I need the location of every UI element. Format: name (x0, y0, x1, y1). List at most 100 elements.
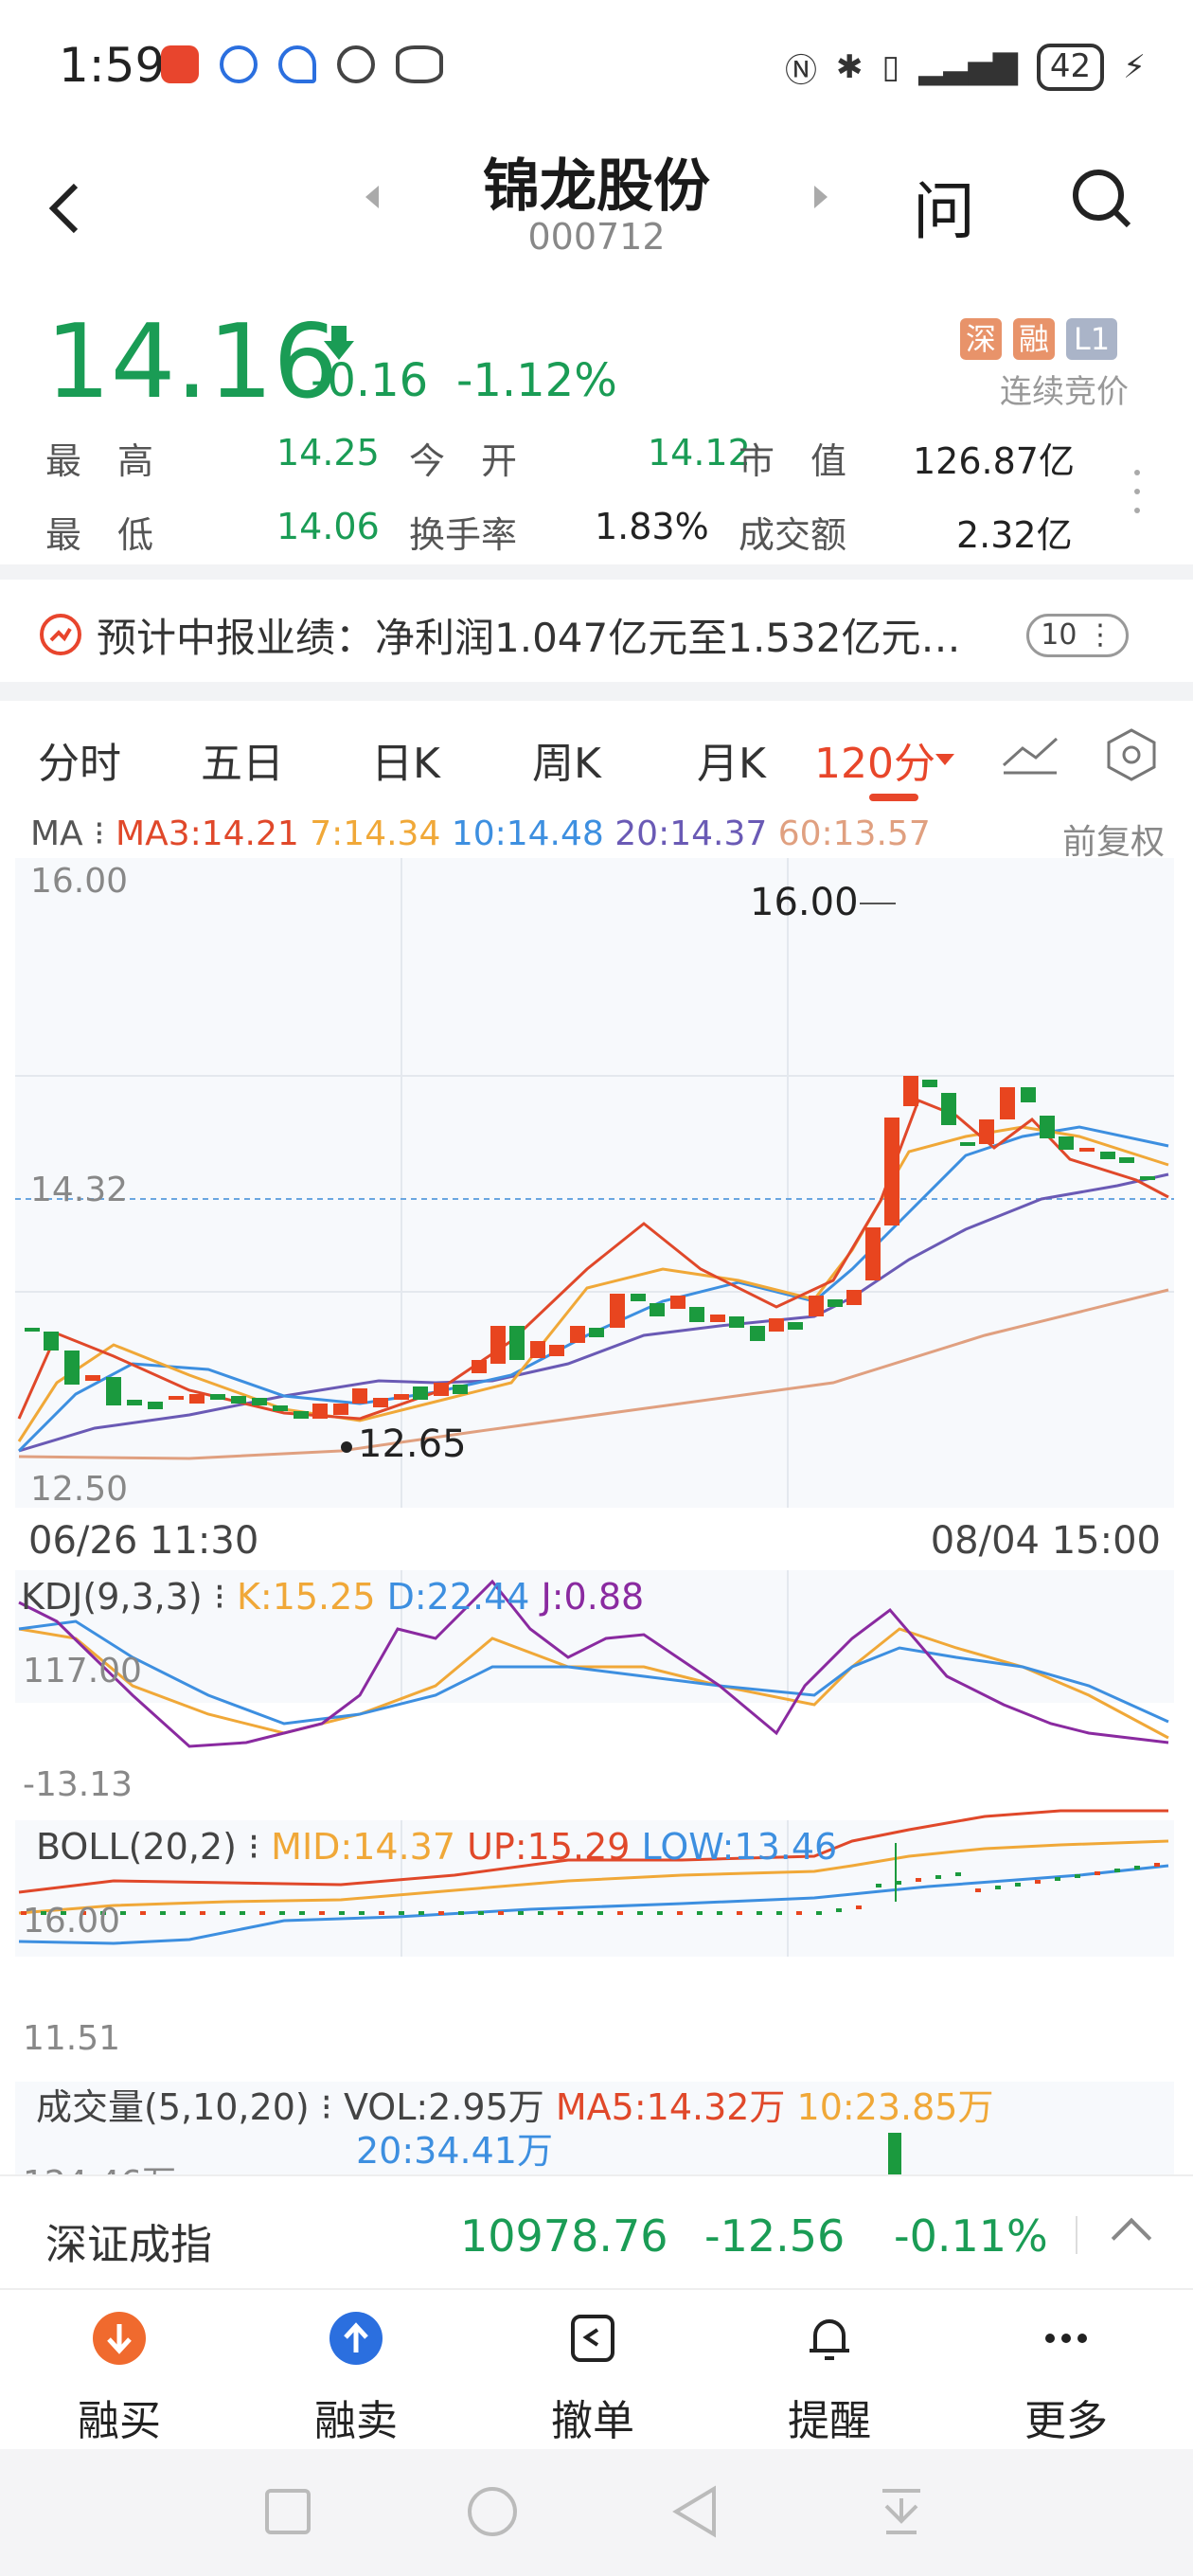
boll-candle (657, 1911, 663, 1915)
boll-candle (1095, 1871, 1100, 1875)
candle-body (1079, 1148, 1095, 1152)
sell-button[interactable]: 融卖 (261, 2309, 451, 2447)
candles (25, 1076, 1155, 1419)
boll-candle (955, 1872, 961, 1876)
alert-button[interactable]: 提醒 (735, 2309, 924, 2447)
candle-body (689, 1307, 704, 1322)
boll-candle (438, 1911, 444, 1915)
boll-candle (677, 1911, 683, 1915)
ma60-value: 60:13.57 (777, 814, 931, 853)
candle-body (769, 1318, 784, 1332)
boll-candle (518, 1911, 524, 1915)
kdj-panel (15, 1570, 1174, 1703)
home-icon[interactable] (466, 2485, 519, 2538)
cancel-order-button[interactable]: 撤单 (498, 2309, 687, 2447)
tab-weekly[interactable]: 周K (532, 740, 601, 788)
kdj-k-value: K:15.25 (236, 1576, 376, 1618)
draw-line-icon[interactable] (1000, 729, 1060, 778)
boll-mid-line (18, 1839, 1169, 1915)
amount-value: 2.32亿 (956, 514, 1073, 556)
divider (0, 682, 1193, 701)
candle-body (960, 1142, 975, 1146)
boll-candle (896, 1881, 901, 1885)
index-pct: -0.11% (894, 2210, 1048, 2262)
more-vertical-icon[interactable] (1134, 470, 1140, 527)
signal-icon: ▂▃▅▇ (918, 48, 1018, 86)
boll-candle (399, 1911, 404, 1915)
tag-level[interactable]: L1 (1066, 318, 1117, 360)
boll-candle (717, 1911, 722, 1915)
boll-candle (61, 1911, 66, 1915)
candle-body (631, 1294, 646, 1301)
chevron-down-icon[interactable] (935, 754, 954, 765)
adjust-mode[interactable]: 前复权 (1061, 823, 1165, 862)
app-notification-icon (161, 45, 199, 83)
trading-status: 连续竞价 (1000, 373, 1129, 411)
prev-stock-icon[interactable] (365, 186, 379, 208)
ref-price-label: 14.32 (30, 1171, 129, 1209)
candle-body (650, 1303, 665, 1316)
kdj-k-line (18, 1627, 1169, 1740)
tab-daily[interactable]: 日K (371, 740, 440, 788)
active-tab-indicator (869, 794, 918, 801)
boll-candle (1114, 1869, 1120, 1872)
boll-candle (299, 1911, 305, 1915)
alert-label: 提醒 (788, 2397, 871, 2445)
sell-icon (329, 2312, 383, 2365)
notice-bar[interactable]: 预计中报业绩：净利润1.047亿元至1.532亿元… 10 ⋮ (0, 578, 1193, 682)
candle-body (252, 1398, 267, 1405)
candle-body (1059, 1136, 1074, 1150)
turnover-label: 换手率 (409, 514, 518, 556)
price-change-pct: -1.12% (456, 354, 617, 407)
buy-button[interactable]: 融买 (25, 2309, 214, 2447)
candle-body (903, 1076, 918, 1106)
boll-up-line (18, 1809, 1168, 1894)
ask-button[interactable]: 问 (913, 175, 975, 248)
candle-body (729, 1316, 744, 1328)
candle-body (941, 1093, 956, 1125)
back-nav-icon[interactable] (670, 2483, 720, 2540)
candle-body (273, 1405, 288, 1411)
chevron-up-icon[interactable] (1111, 2217, 1152, 2259)
volume-legend[interactable]: 成交量(5,10,20) ⁝ VOL:2.95万 MA5:14.32万 10:2… (36, 2086, 994, 2128)
status-bar: 1:59 Ⓝ ✱ ▯ ▂▃▅▇ 42 ⚡ (0, 0, 1193, 133)
quote-panel: 14.16 -0.16 -1.12% 深 融 L1 连续竞价 最 高 14.25… (0, 284, 1193, 568)
candle-body (1021, 1087, 1036, 1102)
search-icon[interactable] (1068, 165, 1134, 231)
high-value: 14.25 (276, 432, 380, 474)
tab-intraday[interactable]: 分时 (38, 740, 121, 788)
high-label: 最 高 (45, 440, 154, 482)
boll-candle (816, 1911, 822, 1915)
tab-5day[interactable]: 五日 (201, 740, 284, 788)
kline-chart[interactable] (0, 852, 1193, 2174)
status-time: 1:59 (59, 38, 166, 93)
boll-legend[interactable]: BOLL(20,2) ⁝ MID:14.37 UP:15.29 LOW:13.4… (36, 1826, 838, 1868)
candle-body (312, 1404, 328, 1419)
notice-count-badge[interactable]: 10 ⋮ (1026, 614, 1129, 657)
boll-candle (578, 1911, 583, 1915)
more-button[interactable]: 更多 (971, 2309, 1161, 2447)
next-stock-icon[interactable] (814, 186, 828, 208)
price-change: -0.16 (311, 354, 429, 407)
back-icon[interactable] (38, 170, 95, 246)
collapse-nav-icon[interactable] (877, 2483, 926, 2540)
kdj-legend[interactable]: KDJ(9,3,3) ⁝ K:15.25 D:22.44 J:0.88 (21, 1576, 645, 1618)
settings-hex-icon[interactable] (1104, 727, 1159, 782)
tab-120min[interactable]: 120分 (814, 740, 935, 788)
tab-monthly[interactable]: 月K (697, 740, 766, 788)
candle-body (884, 1118, 899, 1225)
low-marker-dot (341, 1441, 352, 1453)
boll-candle (637, 1911, 643, 1915)
kdj-y-bottom: -13.13 (23, 1765, 134, 1804)
index-ticker[interactable]: 深证成指 10978.76 -12.56 -0.11% (0, 2174, 1193, 2288)
candle-body (1119, 1157, 1134, 1163)
boll-candle (80, 1911, 86, 1915)
boll-low-line (18, 1864, 1169, 1945)
candle-body (979, 1119, 994, 1144)
boll-candle (379, 1911, 384, 1915)
recent-apps-icon[interactable] (263, 2487, 312, 2536)
bottom-toolbar: 融买 融卖 撤单 提醒 更多 (0, 2288, 1193, 2449)
ma-legend: MA ⁝ MA3:14.21 7:14.34 10:14.48 20:14.37… (30, 814, 931, 853)
index-name: 深证成指 (45, 2221, 212, 2269)
boll-candle (757, 1911, 762, 1915)
